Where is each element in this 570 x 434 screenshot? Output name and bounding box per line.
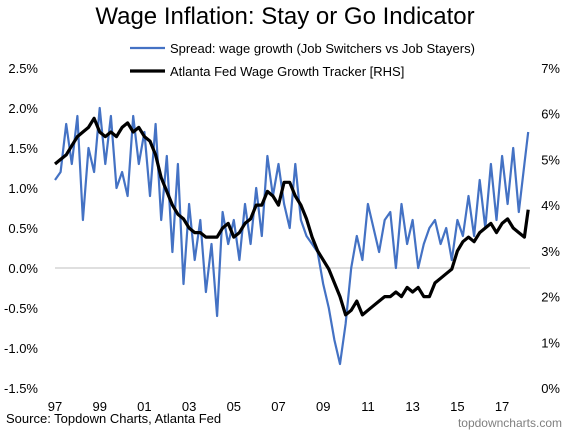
x-tick-label: 01 (137, 399, 151, 414)
series-line-atlanta-fed (53, 116, 530, 317)
source-note: Source: Topdown Charts, Atlanta Fed (6, 411, 222, 426)
legend-label: Atlanta Fed Wage Growth Tracker [RHS] (170, 64, 404, 79)
x-tick-label: 07 (271, 399, 285, 414)
right-tick-label: 0% (541, 381, 560, 396)
x-tick-label: 13 (405, 399, 419, 414)
right-tick-label: 3% (541, 244, 560, 259)
left-tick-label: 2.0% (8, 101, 38, 116)
left-tick-label: 1.0% (8, 181, 38, 196)
left-y-axis: -1.5% -1.0% -0.5% 0.0% 0.5% 1.0% 1.5% 2.0% 2.5% (4, 61, 530, 396)
chart-title: Wage Inflation: Stay or Go Indicator (95, 3, 475, 30)
right-tick-label: 5% (541, 152, 560, 167)
left-tick-label: 1.5% (8, 141, 38, 156)
watermark: topdowncharts.com (457, 416, 562, 430)
left-tick-label: -0.5% (4, 301, 38, 316)
x-tick-label: 97 (48, 399, 62, 414)
x-tick-label: 11 (361, 399, 375, 414)
left-tick-label: 0.0% (8, 261, 38, 276)
x-tick-label: 15 (450, 399, 464, 414)
x-tick-label: 03 (182, 399, 196, 414)
right-tick-label: 4% (541, 198, 560, 213)
series-line-spread (54, 106, 530, 366)
x-tick-label: 17 (495, 399, 509, 414)
legend-label: Spread: wage growth (Job Switchers vs Jo… (170, 41, 475, 56)
right-tick-label: 7% (541, 61, 560, 76)
left-tick-label: -1.5% (4, 381, 38, 396)
series-layer (53, 106, 530, 366)
right-tick-label: 2% (541, 290, 560, 305)
left-tick-label: -1.0% (4, 341, 38, 356)
legend: Spread: wage growth (Job Switchers vs Jo… (130, 41, 475, 79)
left-tick-label: 0.5% (8, 221, 38, 236)
x-tick-label: 09 (316, 399, 330, 414)
right-tick-label: 1% (541, 335, 560, 350)
right-y-axis: 0% 1% 2% 3% 4% 5% 6% 7% (541, 61, 560, 396)
left-tick-label: 2.5% (8, 61, 38, 76)
x-tick-label: 05 (227, 399, 241, 414)
right-tick-label: 6% (541, 107, 560, 122)
x-axis: 97 99 01 03 05 07 09 11 13 15 17 (48, 399, 510, 414)
x-tick-label: 99 (92, 399, 106, 414)
